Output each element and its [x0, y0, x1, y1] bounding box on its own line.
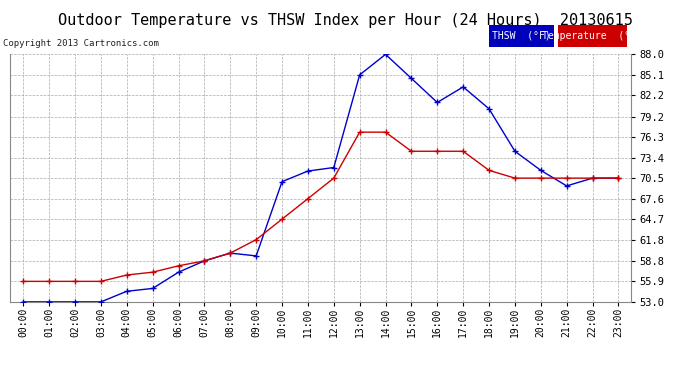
- Text: Outdoor Temperature vs THSW Index per Hour (24 Hours)  20130615: Outdoor Temperature vs THSW Index per Ho…: [57, 13, 633, 28]
- Text: Copyright 2013 Cartronics.com: Copyright 2013 Cartronics.com: [3, 39, 159, 48]
- Text: THSW  (°F): THSW (°F): [492, 31, 551, 41]
- Text: Temperature  (°F): Temperature (°F): [542, 31, 642, 41]
